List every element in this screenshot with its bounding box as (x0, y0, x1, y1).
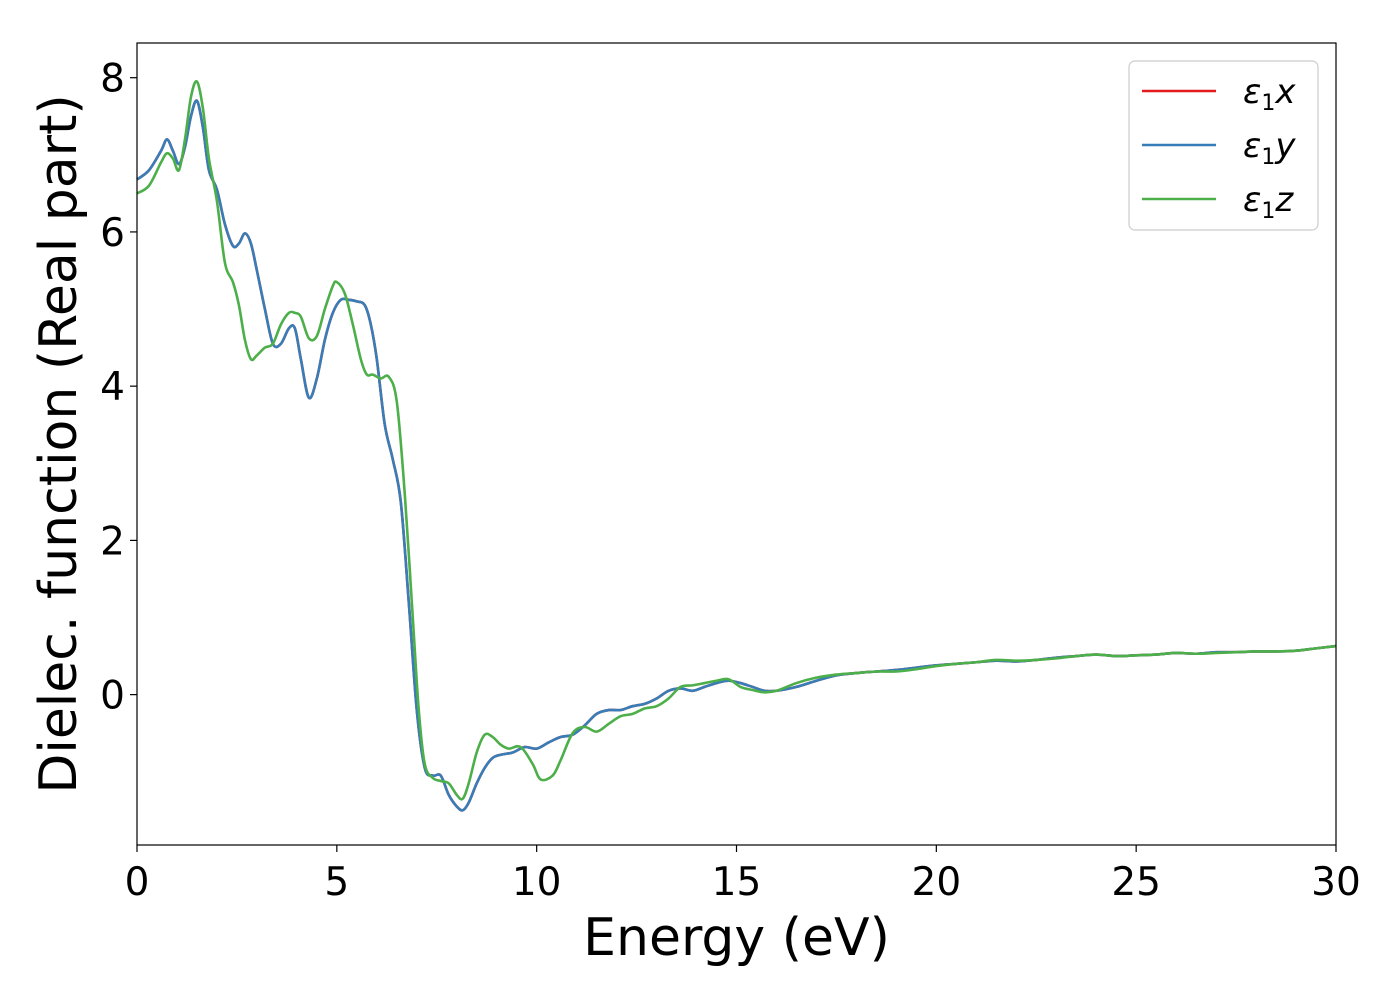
y-tick-label: 8 (100, 57, 125, 102)
legend-label-x: ε1x (1243, 72, 1296, 116)
y-tick-label: 0 (100, 674, 125, 719)
legend: ε1x ε1y ε1z (1128, 60, 1319, 231)
y-tick-label: 4 (100, 365, 125, 410)
y-axis-title: Dielec. function (Real part) (29, 94, 89, 793)
x-axis-ticks: 0 5 10 15 20 25 30 (125, 845, 1361, 905)
x-axis-title: Energy (eV) (583, 908, 890, 968)
x-tick-label: 20 (912, 860, 962, 905)
series-layer (136, 79, 1337, 812)
x-tick-label: 5 (324, 860, 349, 905)
x-tick-label: 10 (512, 860, 562, 905)
x-tick-label: 30 (1311, 860, 1361, 905)
series-line-z (136, 79, 1337, 801)
y-tick-label: 6 (100, 211, 125, 256)
x-tick-label: 0 (125, 860, 150, 905)
legend-label-y: ε1y (1243, 126, 1296, 170)
legend-label-z: ε1z (1243, 180, 1294, 224)
x-tick-label: 15 (712, 860, 762, 905)
x-tick-label: 25 (1111, 860, 1161, 905)
y-tick-label: 2 (100, 519, 125, 564)
legend-box (1128, 60, 1319, 231)
y-axis-ticks: 0 2 4 6 8 (100, 57, 137, 719)
